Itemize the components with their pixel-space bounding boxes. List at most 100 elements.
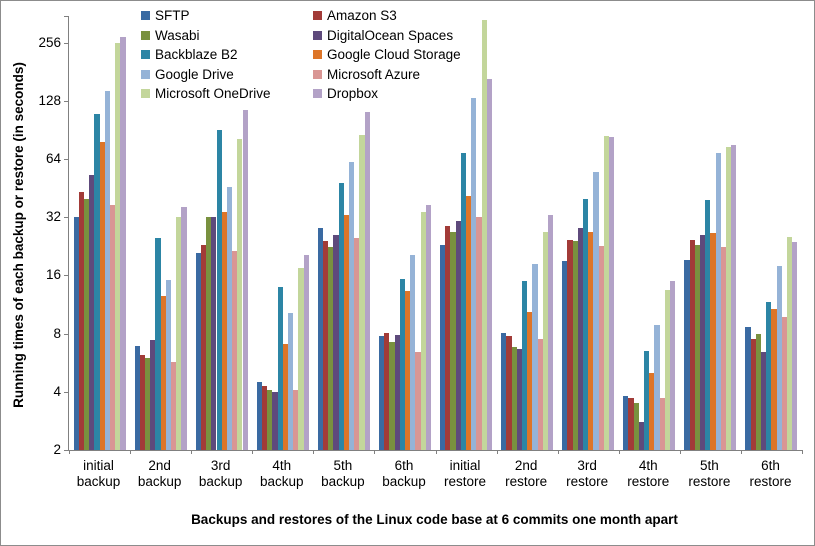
- x-tick: [313, 450, 315, 454]
- bar-amazon-s3: [78, 192, 84, 450]
- bar-dropbox: [242, 109, 248, 450]
- legend-item-sftp: SFTP: [141, 8, 190, 24]
- y-tick: [64, 333, 68, 335]
- y-tick-label: 2: [53, 442, 61, 457]
- bar-sftp: [134, 346, 140, 450]
- legend-swatch-google-cloud-storage: [313, 50, 322, 59]
- bar-digitalocean-spaces: [516, 348, 522, 450]
- bar-dropbox: [731, 144, 737, 450]
- y-tick: [64, 217, 68, 219]
- y-tick-label: 16: [45, 267, 61, 283]
- bar-wasabi: [511, 347, 517, 450]
- x-category-label: initial restore: [443, 458, 487, 489]
- bar-wasabi: [572, 241, 578, 450]
- bar-sftp: [440, 244, 446, 450]
- bar-microsoft-onedrive: [481, 19, 487, 450]
- bar-dropbox: [120, 36, 126, 450]
- bar-sftp: [745, 326, 751, 450]
- bar-microsoft-azure: [171, 362, 177, 450]
- legend-swatch-amazon-s3: [313, 11, 322, 20]
- bar-sftp: [73, 217, 79, 450]
- bar-google-drive: [471, 98, 477, 450]
- bar-google-drive: [715, 152, 721, 450]
- y-tick: [64, 275, 68, 277]
- legend-item-amazon-s3: Amazon S3: [313, 8, 397, 24]
- bar-wasabi: [450, 231, 456, 450]
- bar-microsoft-onedrive: [664, 290, 671, 450]
- bar-amazon-s3: [445, 225, 451, 450]
- bar-amazon-s3: [261, 385, 268, 450]
- x-tick: [374, 450, 376, 454]
- bar-microsoft-azure: [598, 246, 604, 450]
- bar-google-cloud-storage: [221, 212, 227, 450]
- y-tick: [64, 42, 68, 44]
- bar-google-drive: [104, 90, 110, 450]
- bar-google-cloud-storage: [404, 290, 411, 450]
- bar-digitalocean-spaces: [577, 228, 583, 450]
- legend-label: SFTP: [155, 8, 190, 23]
- legend-swatch-microsoft-azure: [313, 69, 322, 79]
- bar-microsoft-onedrive: [176, 217, 182, 450]
- bar-wasabi: [145, 357, 151, 450]
- bar-dropbox: [670, 280, 676, 450]
- bar-backblaze-b2: [216, 130, 222, 450]
- x-tick: [252, 450, 254, 454]
- bar-dropbox: [792, 242, 798, 450]
- bar-backblaze-b2: [94, 114, 100, 450]
- bar-microsoft-azure: [781, 317, 788, 450]
- bar-microsoft-azure: [354, 237, 360, 450]
- bar-google-drive: [776, 266, 782, 450]
- bar-backblaze-b2: [766, 302, 772, 450]
- x-category-label: 6th backup: [382, 458, 426, 489]
- bar-microsoft-onedrive: [787, 237, 793, 450]
- bar-microsoft-azure: [293, 389, 299, 450]
- legend-swatch-wasabi: [141, 30, 150, 40]
- x-category-label: 2nd restore: [505, 458, 548, 489]
- legend-label: Amazon S3: [327, 8, 397, 23]
- x-category-label: 3rd restore: [566, 458, 609, 489]
- bar-digitalocean-spaces: [272, 391, 278, 450]
- bar-wasabi: [83, 198, 90, 450]
- legend-label: Microsoft Azure: [327, 66, 421, 82]
- y-tick-label: 32: [45, 209, 61, 225]
- legend-label: Microsoft OneDrive: [155, 86, 271, 101]
- x-axis-title: Backups and restores of the Linux code b…: [191, 512, 678, 527]
- legend-swatch-backblaze-b2: [141, 50, 150, 59]
- y-tick-label: 256: [38, 34, 61, 50]
- legend-item-dropbox: Dropbox: [313, 86, 378, 102]
- bar-google-cloud-storage: [99, 142, 105, 450]
- bar-google-drive: [226, 186, 233, 450]
- bar-amazon-s3: [628, 398, 634, 450]
- legend-swatch-sftp: [141, 11, 150, 20]
- bar-wasabi: [267, 389, 273, 450]
- bar-digitalocean-spaces: [394, 334, 400, 450]
- bar-sftp: [256, 381, 262, 450]
- bar-wasabi: [694, 244, 700, 450]
- bar-google-cloud-storage: [527, 312, 533, 450]
- bar-backblaze-b2: [155, 237, 161, 450]
- bar-amazon-s3: [689, 239, 695, 450]
- y-tick: [64, 100, 68, 102]
- bar-amazon-s3: [567, 240, 573, 450]
- bar-digitalocean-spaces: [699, 234, 706, 450]
- bar-google-drive: [654, 324, 660, 450]
- bar-google-cloud-storage: [588, 231, 594, 450]
- legend-swatch-dropbox: [313, 89, 322, 98]
- x-category-label: 6th restore: [749, 458, 792, 489]
- bar-microsoft-azure: [232, 250, 238, 450]
- x-tick: [435, 450, 437, 454]
- x-tick: [496, 450, 498, 454]
- x-tick: [740, 450, 742, 454]
- legend-label: Backblaze B2: [155, 47, 238, 62]
- bar-sftp: [684, 259, 690, 450]
- y-tick: [64, 391, 68, 393]
- bar-amazon-s3: [750, 339, 756, 450]
- y-tick-label: 128: [38, 92, 61, 108]
- bar-google-drive: [532, 263, 538, 450]
- bar-digitalocean-spaces: [89, 174, 95, 450]
- bar-google-cloud-storage: [282, 343, 288, 450]
- bar-dropbox: [609, 137, 615, 450]
- bar-sftp: [623, 396, 629, 450]
- bar-google-cloud-storage: [710, 232, 716, 450]
